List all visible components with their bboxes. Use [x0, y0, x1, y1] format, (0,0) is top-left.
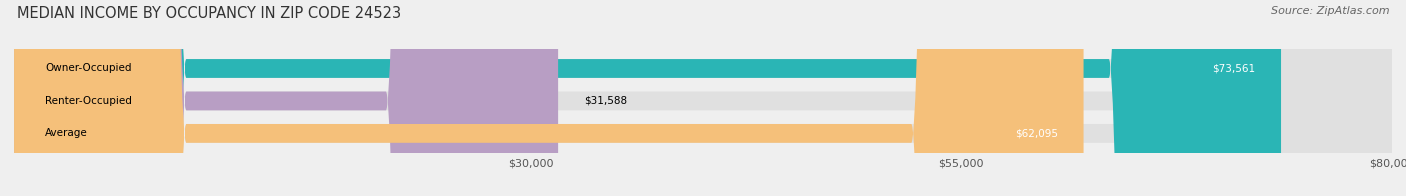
Text: Source: ZipAtlas.com: Source: ZipAtlas.com — [1271, 6, 1389, 16]
FancyBboxPatch shape — [14, 0, 558, 196]
Text: $31,588: $31,588 — [583, 96, 627, 106]
FancyBboxPatch shape — [14, 0, 1281, 196]
Text: Owner-Occupied: Owner-Occupied — [45, 64, 132, 74]
Text: Average: Average — [45, 128, 87, 138]
Text: $73,561: $73,561 — [1212, 64, 1256, 74]
Text: Renter-Occupied: Renter-Occupied — [45, 96, 132, 106]
Text: MEDIAN INCOME BY OCCUPANCY IN ZIP CODE 24523: MEDIAN INCOME BY OCCUPANCY IN ZIP CODE 2… — [17, 6, 401, 21]
FancyBboxPatch shape — [14, 0, 1392, 196]
Text: $62,095: $62,095 — [1015, 128, 1057, 138]
FancyBboxPatch shape — [14, 0, 1392, 196]
FancyBboxPatch shape — [14, 0, 1392, 196]
FancyBboxPatch shape — [14, 0, 1084, 196]
